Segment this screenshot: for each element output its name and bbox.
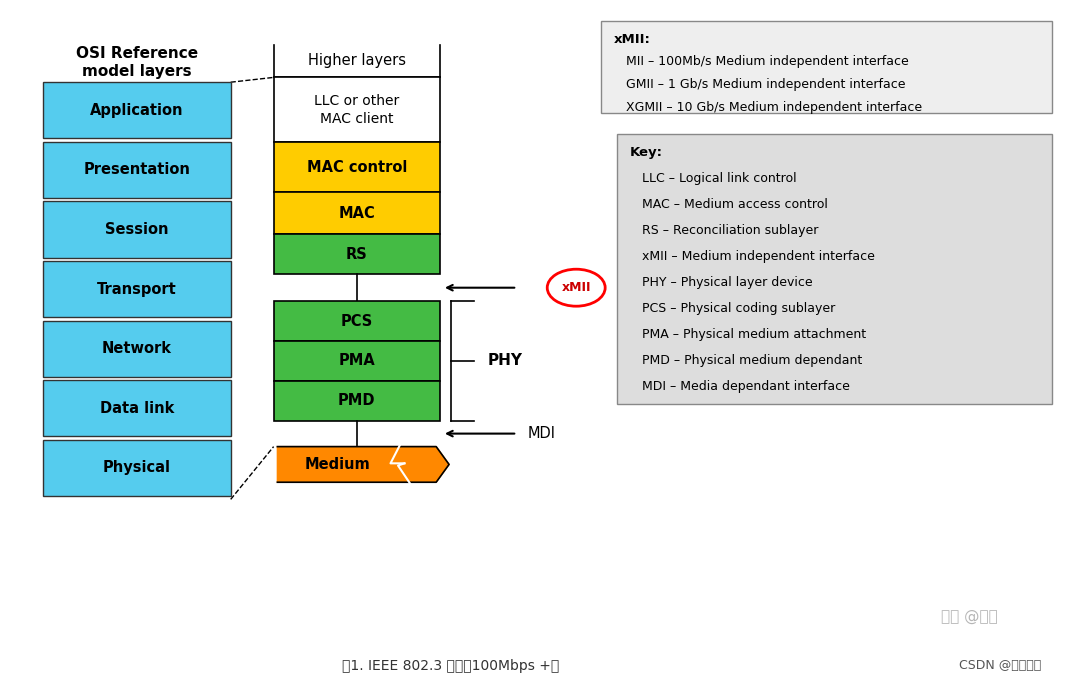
Text: Session: Session — [105, 222, 168, 237]
Text: Key:: Key: — [630, 146, 663, 159]
Text: PCS: PCS — [340, 314, 373, 329]
Text: XGMII – 10 Gb/s Medium independent interface: XGMII – 10 Gb/s Medium independent inter… — [614, 101, 922, 114]
FancyBboxPatch shape — [274, 301, 440, 341]
Text: OSI Reference
model layers: OSI Reference model layers — [76, 47, 197, 79]
Text: Application: Application — [90, 103, 183, 118]
FancyBboxPatch shape — [274, 234, 440, 274]
FancyBboxPatch shape — [43, 142, 231, 198]
FancyBboxPatch shape — [274, 192, 440, 234]
Text: PMA: PMA — [338, 353, 376, 369]
FancyBboxPatch shape — [43, 380, 231, 436]
Text: PHY: PHY — [487, 353, 523, 369]
FancyBboxPatch shape — [274, 142, 440, 192]
Text: Higher layers: Higher layers — [308, 53, 406, 68]
Text: GMII – 1 Gb/s Medium independent interface: GMII – 1 Gb/s Medium independent interfa… — [614, 78, 906, 91]
Text: PMD: PMD — [338, 393, 376, 408]
Text: xMII:: xMII: — [614, 33, 650, 46]
FancyBboxPatch shape — [274, 341, 440, 381]
Text: PHY – Physical layer device: PHY – Physical layer device — [630, 276, 812, 289]
Text: Presentation: Presentation — [84, 162, 190, 177]
Text: Network: Network — [102, 341, 172, 356]
FancyBboxPatch shape — [43, 201, 231, 258]
Text: LLC or other
MAC client: LLC or other MAC client — [314, 95, 399, 125]
Text: MDI – Media dependant interface: MDI – Media dependant interface — [630, 380, 850, 393]
Text: LLC – Logical link control: LLC – Logical link control — [630, 172, 796, 185]
Text: PCS – Physical coding sublayer: PCS – Physical coding sublayer — [630, 302, 835, 315]
Text: MAC: MAC — [338, 206, 376, 221]
Text: RS: RS — [346, 247, 368, 262]
Text: MII – 100Mb/s Medium independent interface: MII – 100Mb/s Medium independent interfa… — [614, 55, 909, 68]
Text: Data link: Data link — [100, 401, 174, 416]
Text: RS – Reconciliation sublayer: RS – Reconciliation sublayer — [630, 224, 819, 237]
Text: MAC – Medium access control: MAC – Medium access control — [630, 198, 827, 211]
FancyBboxPatch shape — [43, 82, 231, 138]
Text: 知乎 @墨米: 知乎 @墨米 — [941, 609, 998, 624]
Text: Medium: Medium — [305, 457, 370, 472]
FancyBboxPatch shape — [617, 134, 1052, 404]
Text: MDI: MDI — [528, 426, 556, 441]
Text: PMA – Physical medium attachment: PMA – Physical medium attachment — [630, 328, 866, 341]
FancyBboxPatch shape — [43, 321, 231, 377]
Text: CSDN @文可明志: CSDN @文可明志 — [958, 660, 1041, 672]
Text: Transport: Transport — [97, 282, 177, 297]
FancyBboxPatch shape — [274, 381, 440, 421]
FancyBboxPatch shape — [601, 21, 1052, 113]
Text: 图1. IEEE 802.3 标准（100Mbps +）: 图1. IEEE 802.3 标准（100Mbps +） — [342, 659, 559, 673]
Text: Physical: Physical — [103, 460, 171, 475]
Text: xMII – Medium independent interface: xMII – Medium independent interface — [630, 250, 874, 263]
Text: PMD – Physical medium dependant: PMD – Physical medium dependant — [630, 354, 862, 367]
Text: xMII: xMII — [561, 282, 591, 294]
Text: MAC control: MAC control — [307, 160, 407, 175]
FancyBboxPatch shape — [274, 77, 440, 142]
FancyBboxPatch shape — [43, 440, 231, 496]
FancyBboxPatch shape — [43, 261, 231, 317]
Polygon shape — [277, 447, 449, 482]
